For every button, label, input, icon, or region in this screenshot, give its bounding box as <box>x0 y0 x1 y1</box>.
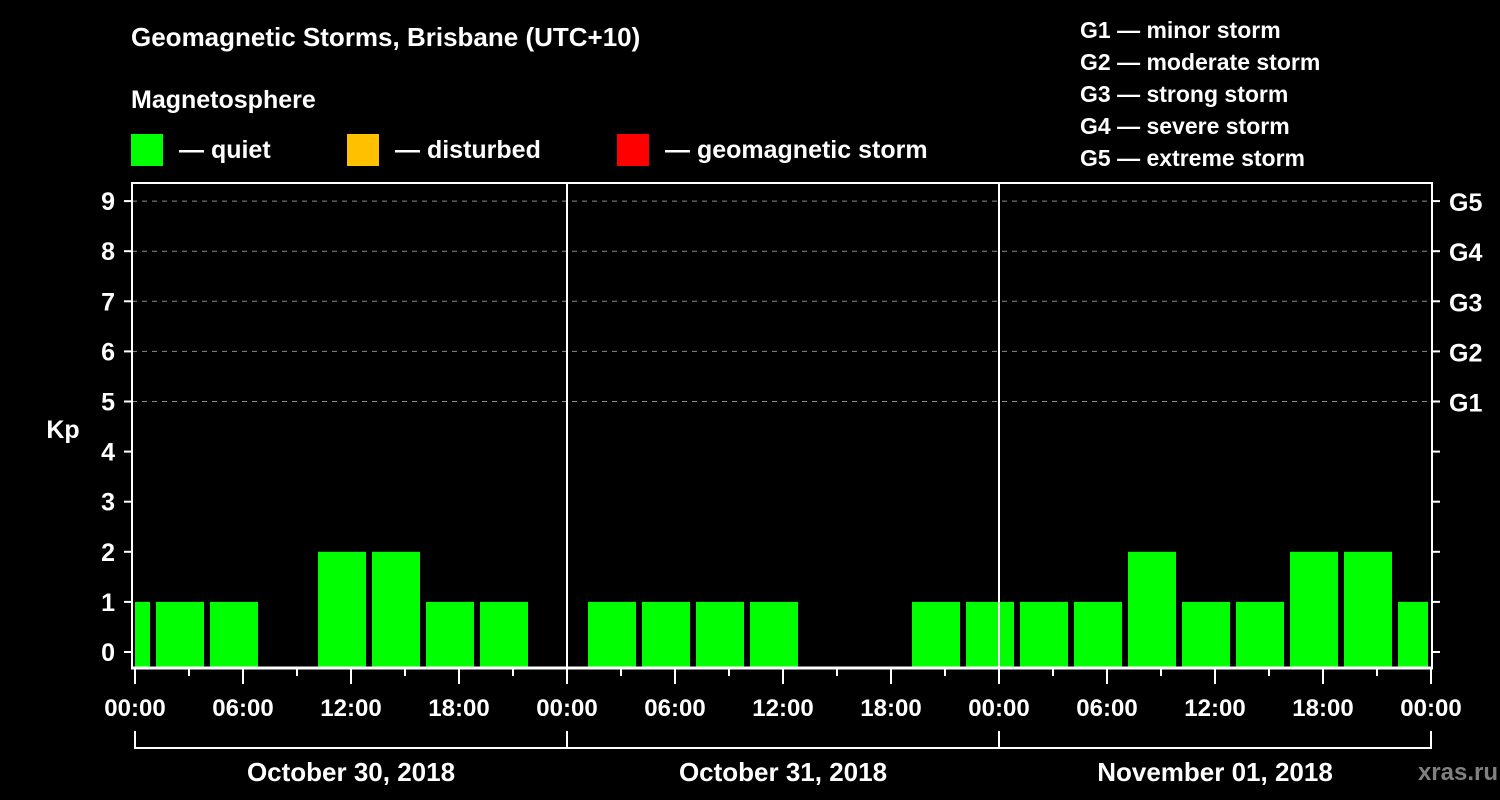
kp-bar <box>696 601 744 668</box>
y-tick-label: 1 <box>101 589 115 617</box>
kp-bar <box>1020 601 1068 668</box>
storm-scale-g3: G3 — strong storm <box>1080 81 1289 107</box>
y-tick-label: 5 <box>101 389 115 417</box>
kp-bar <box>1182 601 1230 668</box>
kp-bar <box>1344 551 1392 668</box>
x-tick-label: 18:00 <box>1292 695 1353 722</box>
kp-bars <box>135 551 1428 668</box>
x-tick-label: 06:00 <box>1076 695 1137 722</box>
x-tick-label: 00:00 <box>104 695 165 722</box>
storm-scale-g4: G4 — severe storm <box>1080 113 1290 139</box>
x-tick-label: 18:00 <box>428 695 489 722</box>
y-tick-label: 2 <box>101 539 115 567</box>
g-scale-label: G1 <box>1449 390 1482 418</box>
x-tick-label: 00:00 <box>968 695 1029 722</box>
x-tick-label: 00:00 <box>1400 695 1461 722</box>
date-label: October 30, 2018 <box>247 757 455 787</box>
chart-title: Geomagnetic Storms, Brisbane (UTC+10) <box>131 22 641 52</box>
kp-bar <box>156 601 204 668</box>
kp-bar <box>480 601 528 668</box>
kp-bar <box>1236 601 1284 668</box>
y-tick-label: 9 <box>101 188 115 216</box>
axes: 0 1 2 3 4 5 6 7 8 9 G1 G2 G3 G4 G5 00:00 06:00 12:00 18:00… <box>101 182 1482 787</box>
x-tick-label: 06:00 <box>644 695 705 722</box>
legend-label-quiet: — quiet <box>179 135 271 164</box>
kp-bar <box>426 601 474 668</box>
legend-label-storm: — geomagnetic storm <box>665 135 928 164</box>
x-tick-label: 00:00 <box>536 695 597 722</box>
kp-bar <box>318 551 366 668</box>
date-label: October 31, 2018 <box>679 757 887 787</box>
kp-bar <box>1074 601 1122 668</box>
kp-bar <box>372 551 420 668</box>
y-tick-label: 6 <box>101 338 115 366</box>
kp-bar <box>750 601 798 668</box>
x-tick-label: 06:00 <box>212 695 273 722</box>
legend-swatch-disturbed <box>347 134 379 166</box>
legend-item-disturbed: — disturbed <box>347 134 541 166</box>
y-axis-label: Kp <box>46 416 79 444</box>
kp-bar <box>135 601 150 668</box>
x-tick-label: 12:00 <box>1184 695 1245 722</box>
plot-frame <box>131 182 1433 668</box>
legend-swatch-quiet <box>131 134 163 166</box>
storm-scale-legend: G1 — minor storm G2 — moderate storm G3 … <box>1080 14 1320 174</box>
date-bracket <box>134 731 1432 749</box>
y-tick-label: 0 <box>101 639 115 667</box>
kp-bar <box>1128 551 1176 668</box>
storm-scale-g5: G5 — extreme storm <box>1080 145 1305 171</box>
kp-bar <box>210 601 258 668</box>
g-scale-label: G2 <box>1449 339 1482 367</box>
kp-bar <box>588 601 636 668</box>
date-label: November 01, 2018 <box>1097 757 1333 787</box>
legend-title: Magnetosphere <box>131 86 316 114</box>
g-scale-label: G4 <box>1449 239 1482 267</box>
storm-scale-g1: G1 — minor storm <box>1080 17 1281 43</box>
kp-bar <box>1290 551 1338 668</box>
legend-label-disturbed: — disturbed <box>395 135 541 164</box>
kp-bar <box>966 601 1014 668</box>
g-scale-label: G5 <box>1449 189 1482 217</box>
watermark: xras.ru <box>1418 759 1498 786</box>
storm-scale-g2: G2 — moderate storm <box>1080 49 1321 75</box>
legend-item-quiet: — quiet <box>131 134 271 166</box>
y-tick-label: 8 <box>101 238 115 266</box>
legend-item-storm: — geomagnetic storm <box>617 134 928 166</box>
kp-bar <box>642 601 690 668</box>
y-tick-label: 3 <box>101 489 115 517</box>
g-scale-label: G3 <box>1449 289 1482 317</box>
x-tick-label: 12:00 <box>752 695 813 722</box>
kp-bar <box>1398 601 1428 668</box>
kp-bar <box>912 601 960 668</box>
gridlines <box>132 200 1432 402</box>
legend-swatch-storm <box>617 134 649 166</box>
y-tick-label: 4 <box>101 439 115 467</box>
x-tick-label: 18:00 <box>860 695 921 722</box>
y-tick-label: 7 <box>101 288 115 316</box>
x-tick-label: 12:00 <box>320 695 381 722</box>
